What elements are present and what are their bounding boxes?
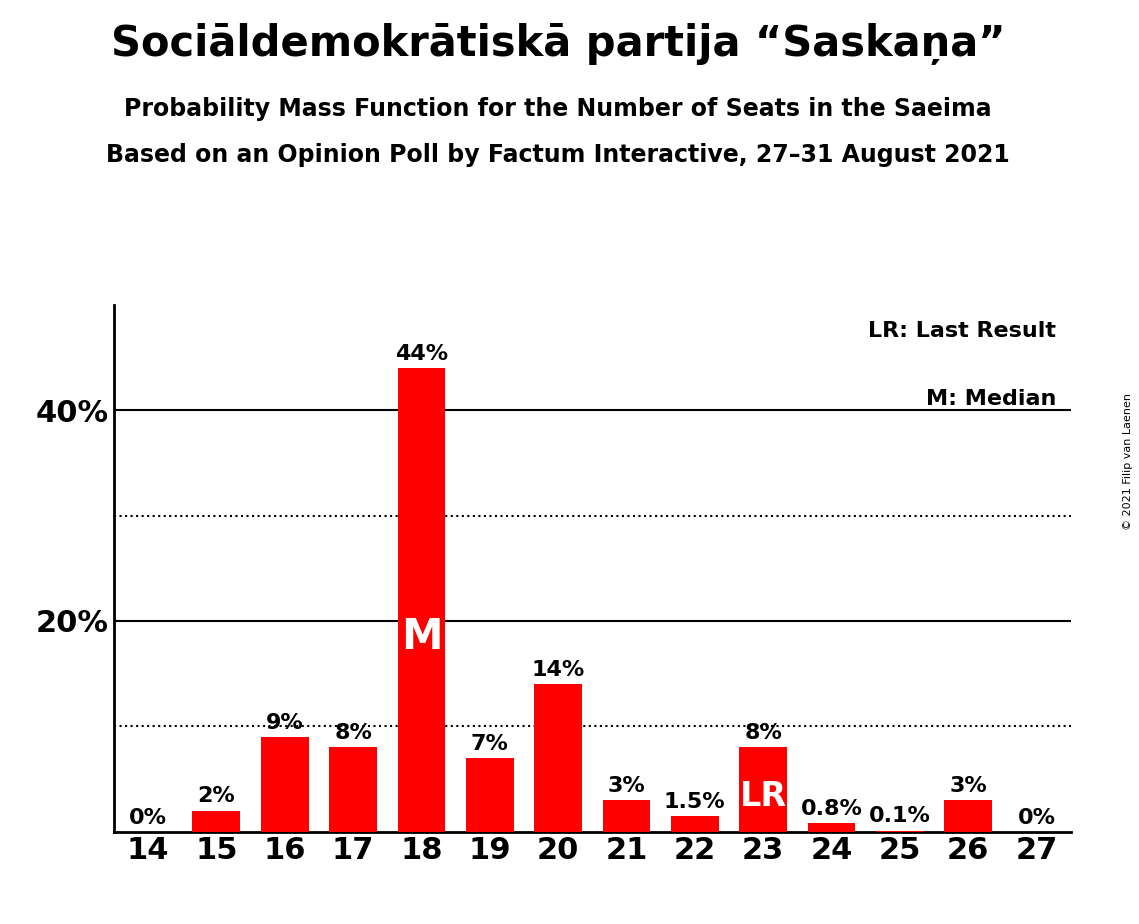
Bar: [739, 748, 787, 832]
Bar: [534, 684, 582, 832]
Text: 8%: 8%: [744, 723, 782, 743]
Text: 0.1%: 0.1%: [869, 807, 931, 826]
Text: M: M: [401, 616, 442, 658]
Text: 3%: 3%: [607, 776, 646, 796]
Bar: [192, 810, 240, 832]
Text: 0.8%: 0.8%: [801, 799, 862, 819]
Bar: [466, 758, 514, 832]
Text: 8%: 8%: [334, 723, 372, 743]
Text: Based on an Opinion Poll by Factum Interactive, 27–31 August 2021: Based on an Opinion Poll by Factum Inter…: [106, 143, 1010, 167]
Text: 44%: 44%: [395, 344, 448, 364]
Bar: [329, 748, 377, 832]
Text: 3%: 3%: [949, 776, 988, 796]
Bar: [944, 800, 992, 832]
Text: 2%: 2%: [197, 786, 236, 807]
Text: 1.5%: 1.5%: [664, 792, 726, 811]
Text: M: Median: M: Median: [926, 389, 1056, 409]
Text: © 2021 Filip van Laenen: © 2021 Filip van Laenen: [1123, 394, 1133, 530]
Bar: [398, 368, 445, 832]
Bar: [876, 831, 924, 832]
Text: 7%: 7%: [470, 734, 509, 754]
Text: LR: LR: [739, 780, 787, 813]
Bar: [261, 736, 309, 832]
Bar: [603, 800, 650, 832]
Bar: [671, 816, 719, 832]
Text: 0%: 0%: [1017, 808, 1056, 829]
Text: LR: Last Result: LR: Last Result: [868, 321, 1056, 341]
Text: Sociāldemokrātiskā partija “Saskaņa”: Sociāldemokrātiskā partija “Saskaņa”: [110, 23, 1006, 65]
Bar: [808, 823, 855, 832]
Text: Probability Mass Function for the Number of Seats in the Saeima: Probability Mass Function for the Number…: [124, 97, 992, 121]
Text: 14%: 14%: [532, 660, 584, 680]
Text: 9%: 9%: [265, 712, 304, 733]
Text: 0%: 0%: [129, 808, 167, 829]
